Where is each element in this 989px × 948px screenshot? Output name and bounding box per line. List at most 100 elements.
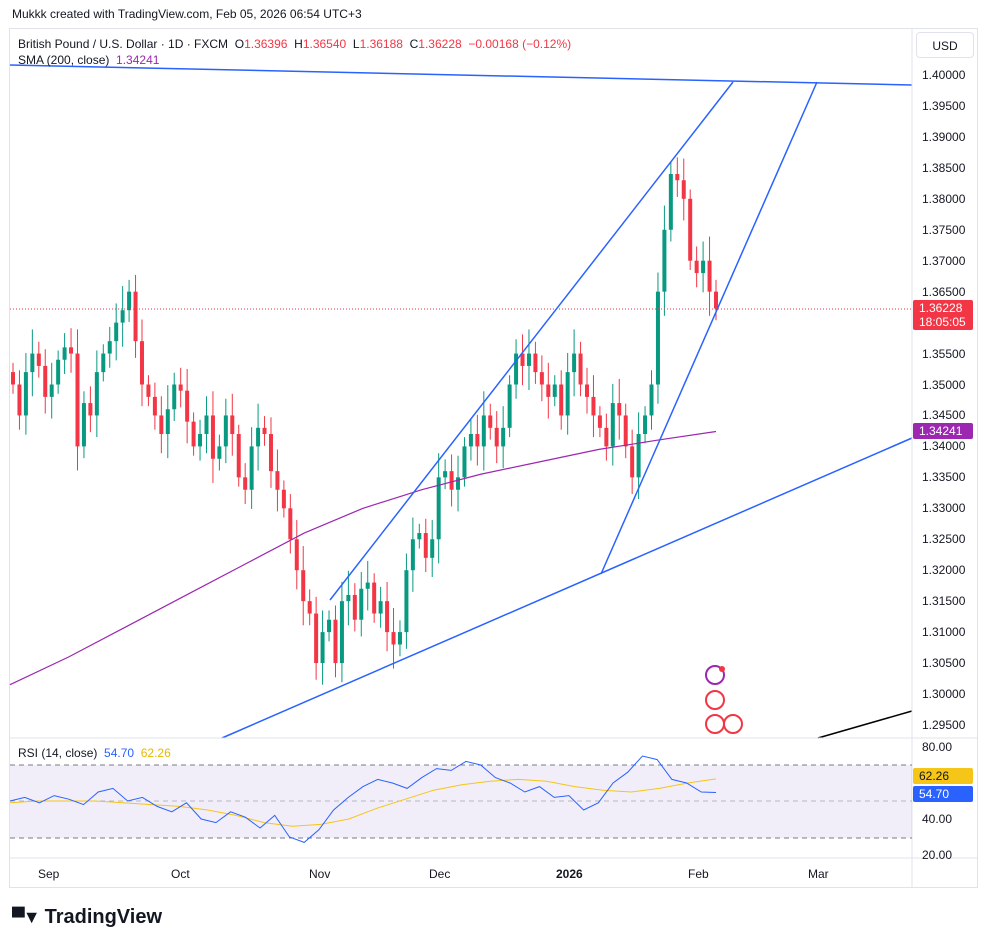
candle-body xyxy=(636,434,641,478)
c-label: C xyxy=(409,37,419,51)
rsi-ma-value: 62.26 xyxy=(140,746,171,760)
symbol-legend: British Pound / U.S. Dollar · 1D · FXCM … xyxy=(18,36,571,68)
candle-body xyxy=(707,260,712,292)
candle-body xyxy=(133,291,138,342)
candle-body xyxy=(127,291,132,311)
candle-body xyxy=(662,229,667,292)
price-tick: 1.35500 xyxy=(922,346,966,361)
candle-body xyxy=(391,632,396,645)
candle-body xyxy=(69,347,74,354)
us-flag-icon xyxy=(723,714,743,734)
open-value: 1.36396 xyxy=(244,37,288,51)
price-tick: 1.38000 xyxy=(922,191,966,206)
time-label: Sep xyxy=(38,867,60,881)
candle-body xyxy=(36,353,41,366)
price-tick: 1.37500 xyxy=(922,222,966,237)
candle-body xyxy=(365,582,370,589)
candle-body xyxy=(352,594,357,620)
candle-body xyxy=(17,384,22,416)
candle-body xyxy=(552,384,557,397)
price-tick: 1.34500 xyxy=(922,408,966,423)
rsi-tick: 80.00 xyxy=(922,740,953,754)
candle-body xyxy=(81,403,86,447)
candle-body xyxy=(217,446,222,459)
candle-body xyxy=(688,198,693,261)
candle-body xyxy=(617,403,622,416)
candle-body xyxy=(275,471,280,490)
candle-body xyxy=(488,415,493,428)
price-tick: 1.39500 xyxy=(922,98,966,113)
candle-body xyxy=(107,341,112,354)
time-label: Mar xyxy=(808,867,829,881)
candle-body xyxy=(346,594,351,602)
candle-body xyxy=(436,477,441,540)
candle-body xyxy=(256,427,261,447)
candle-body xyxy=(533,353,538,373)
rsi-label[interactable]: RSI (14, close) xyxy=(18,746,98,760)
candle-body xyxy=(462,446,467,478)
candle-body xyxy=(597,415,602,428)
candle-body xyxy=(210,415,215,459)
chart-frame xyxy=(9,28,978,888)
candle-body xyxy=(623,415,628,447)
tv-logo-icon: ▀▼ xyxy=(12,907,41,927)
uk-flag-icon xyxy=(705,690,725,710)
candle-body xyxy=(559,384,564,416)
time-label: Dec xyxy=(429,867,451,881)
sma-tag: 1.34241 xyxy=(913,423,973,439)
candle-body xyxy=(514,353,519,385)
candle-body xyxy=(314,613,319,664)
last-price-tag: 1.36228 18:05:05 xyxy=(913,300,973,330)
candle-body xyxy=(114,322,119,342)
candle-body xyxy=(701,260,706,274)
candle-body xyxy=(630,446,635,478)
candle-body xyxy=(423,533,428,558)
candle-body xyxy=(475,434,480,447)
price-tick: 1.30500 xyxy=(922,656,966,671)
credit-text: Mukkk created with TradingView.com, Feb … xyxy=(12,7,362,21)
price-tick: 1.39000 xyxy=(922,129,966,144)
currency-button[interactable]: USD xyxy=(916,32,974,58)
candle-body xyxy=(288,508,293,540)
candle-body xyxy=(139,341,144,385)
price-tick: 1.34000 xyxy=(922,439,966,454)
symbol-name[interactable]: British Pound / U.S. Dollar · 1D · FXCM xyxy=(18,37,229,51)
candle-body xyxy=(43,365,48,397)
candle-body xyxy=(146,384,151,397)
candle-body xyxy=(230,415,235,435)
trend-line-top xyxy=(9,64,913,86)
candle-body xyxy=(152,396,157,416)
tradingview-logo[interactable]: ▀▼ TradingView xyxy=(12,906,162,929)
l-label: L xyxy=(352,37,360,51)
candle-body xyxy=(372,582,377,614)
candle-body xyxy=(198,434,203,447)
candle-body xyxy=(320,632,325,664)
sma-line xyxy=(9,430,717,686)
candle-body xyxy=(243,477,248,490)
candle-body xyxy=(185,390,190,422)
candle-body xyxy=(268,434,273,472)
candle-body xyxy=(178,384,183,391)
candle-body xyxy=(449,471,454,490)
price-tick: 1.37000 xyxy=(922,253,966,268)
candle-body xyxy=(281,489,286,509)
price-tick: 1.32500 xyxy=(922,532,966,547)
price-tick: 1.35000 xyxy=(922,377,966,392)
time-label: 2026 xyxy=(556,867,583,881)
sma-label[interactable]: SMA (200, close) xyxy=(18,53,110,67)
sma-value: 1.34241 xyxy=(116,53,160,67)
rsi-ma-tag: 62.26 xyxy=(913,768,973,784)
candle-body xyxy=(294,539,299,571)
candle-body xyxy=(655,291,660,385)
candle-body xyxy=(307,601,312,614)
candle-body xyxy=(94,372,99,416)
o-label: O xyxy=(234,37,245,51)
candle-body xyxy=(430,539,435,558)
candle-body xyxy=(546,384,551,397)
candle-body xyxy=(11,372,15,385)
candle-body xyxy=(572,353,577,373)
candle-body xyxy=(417,533,422,540)
candle-body xyxy=(585,384,590,397)
candle-body xyxy=(501,427,506,447)
